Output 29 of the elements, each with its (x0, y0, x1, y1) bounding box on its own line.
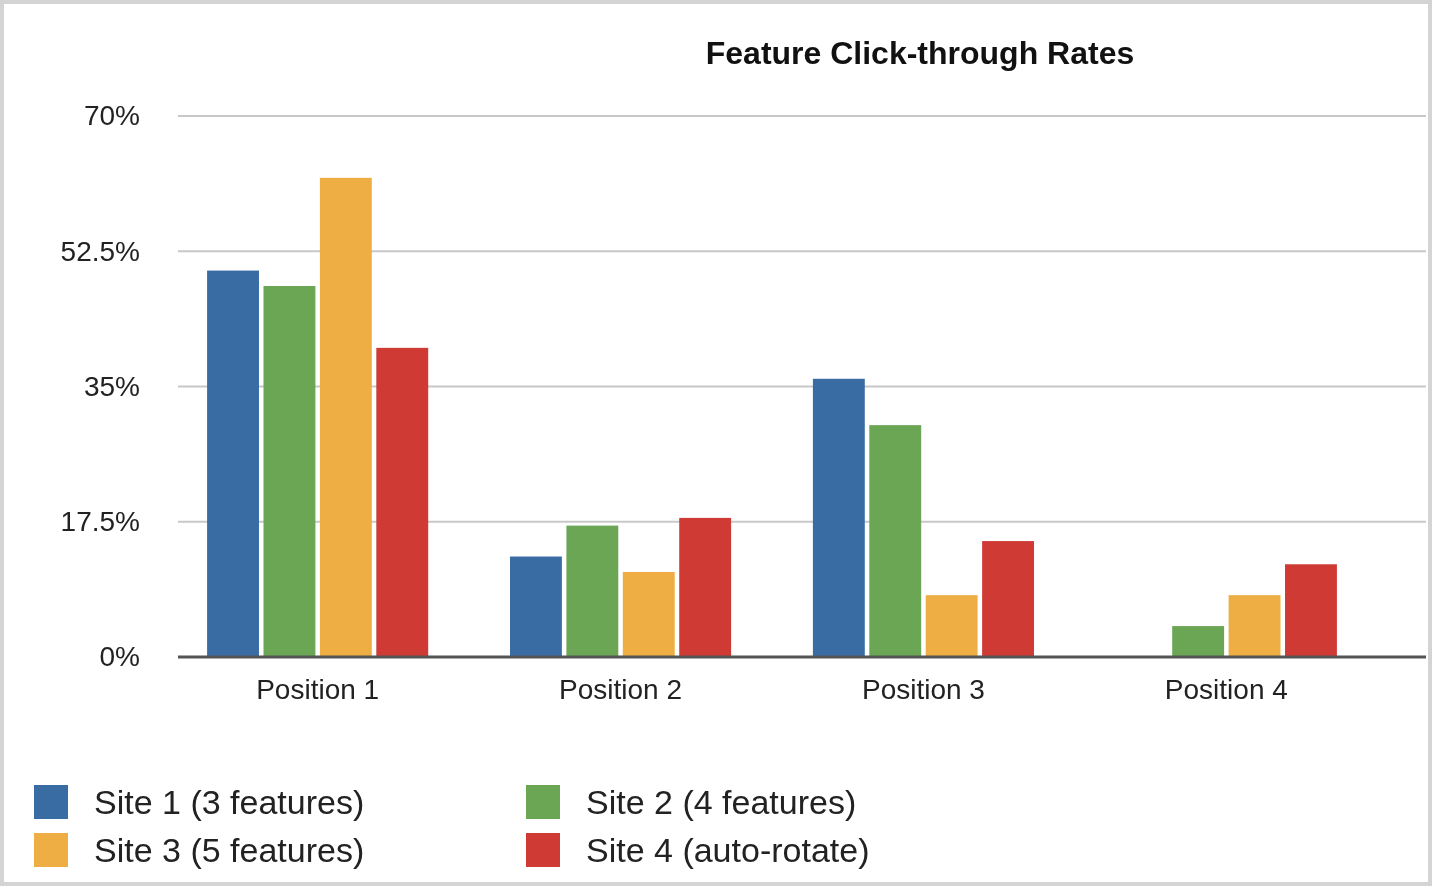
bar (1228, 595, 1281, 657)
legend-label: Site 1 (3 features) (94, 783, 365, 821)
bar (376, 347, 429, 657)
bar (869, 425, 922, 657)
y-tick-label: 52.5% (60, 235, 140, 267)
bar (812, 378, 865, 657)
y-tick-label: 17.5% (60, 506, 140, 538)
legend-label: Site 3 (5 features) (94, 831, 365, 869)
x-tick-label: Position 1 (256, 673, 380, 705)
bar (207, 270, 259, 657)
bar (679, 517, 732, 657)
legend-label: Site 4 (auto-rotate) (586, 831, 870, 869)
bar (509, 556, 562, 657)
bar (1172, 626, 1225, 657)
y-tick-label: 70% (83, 100, 140, 132)
bar (1285, 564, 1337, 657)
bar (566, 525, 619, 657)
bar (263, 286, 316, 657)
x-tick-label: Position 4 (1164, 673, 1288, 705)
x-tick-label: Position 3 (861, 673, 985, 705)
bar (925, 595, 978, 657)
y-tick-label: 0% (99, 641, 140, 673)
x-tick-label: Position 2 (559, 673, 683, 705)
bar (319, 177, 372, 657)
bar (982, 541, 1035, 657)
y-tick-label: 35% (83, 370, 140, 402)
legend-label: Site 2 (4 features) (586, 783, 857, 821)
chart-title: Feature Click-through Rates (705, 35, 1135, 71)
bar (622, 571, 675, 657)
